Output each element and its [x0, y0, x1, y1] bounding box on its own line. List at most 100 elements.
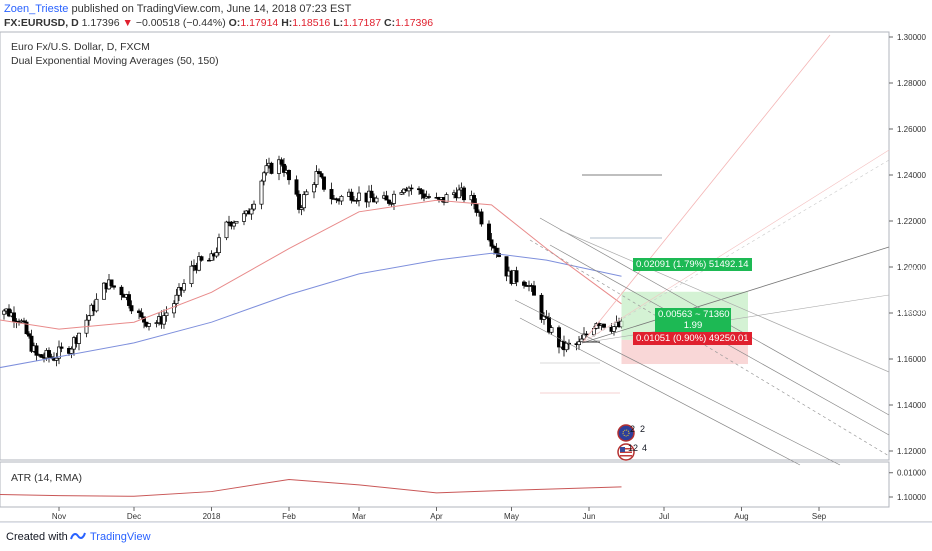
- y-tick-label: 1.26000: [897, 125, 926, 134]
- candle-body: [339, 196, 344, 202]
- y-tick-label: 1.24000: [897, 171, 926, 180]
- candle-body: [497, 253, 501, 257]
- candle-body: [369, 190, 374, 199]
- candle-body: [174, 294, 179, 304]
- candle-body: [162, 315, 166, 325]
- indicator-label[interactable]: Dual Exponential Moving Averages (50, 15…: [11, 55, 219, 67]
- x-tick-label: Apr: [430, 512, 443, 521]
- candle-body: [472, 195, 476, 205]
- published-text: published on TradingView.com, June 14, 2…: [71, 3, 352, 15]
- price-tag-stop: 1.15782: [893, 325, 926, 335]
- event-count-2: 4: [642, 443, 648, 453]
- price-tag-entry: 1.16833: [893, 306, 926, 316]
- created-with-text: Created with: [6, 531, 68, 543]
- candle-body: [504, 256, 509, 277]
- candle-body: [69, 348, 74, 354]
- candle-body: [94, 298, 99, 312]
- y-tick-label: 1.18000: [897, 309, 926, 318]
- candle-body: [139, 312, 144, 318]
- candle-body: [384, 195, 389, 201]
- candle-body: [197, 256, 201, 271]
- candle-body: [12, 312, 16, 322]
- candle-body: [164, 312, 169, 316]
- candle-body: [249, 208, 254, 215]
- open-label: O:: [228, 17, 241, 29]
- candle-body: [417, 188, 421, 191]
- candle-body: [612, 326, 616, 332]
- event-count: 2: [630, 424, 636, 434]
- header: Zoen_Trieste published on TradingView.co…: [0, 0, 932, 30]
- center-label: 0.00563 ~ 71360 1.99: [655, 308, 731, 332]
- tradingview-logo-icon[interactable]: [70, 531, 86, 541]
- open-value: 1.17914: [240, 17, 279, 29]
- candle-body: [7, 308, 11, 317]
- center-label-line1: 0.00563 ~ 71360: [658, 309, 730, 320]
- candle-body: [489, 239, 494, 247]
- chart-title: Euro Fx/U.S. Dollar, D, FXCM: [11, 41, 150, 53]
- x-tick-label: Jun: [583, 512, 596, 521]
- x-tick-label: Dec: [127, 512, 141, 521]
- candle-body: [407, 187, 411, 192]
- candle-body: [29, 335, 34, 352]
- candles-group: [2, 155, 624, 367]
- atr-label[interactable]: ATR (14, RMA): [11, 472, 82, 484]
- candle-body: [392, 193, 396, 204]
- candle-body: [317, 171, 321, 174]
- candle-body: [2, 310, 6, 315]
- candle-body: [479, 211, 484, 225]
- target-label: 0.02091 (1.79%) 51492.14: [633, 258, 752, 271]
- high-label: H:: [281, 17, 293, 29]
- candle-body: [199, 256, 204, 261]
- candle-body: [177, 287, 181, 296]
- candle-body: [87, 315, 91, 321]
- candle-body: [137, 310, 141, 314]
- candle-body: [294, 179, 299, 195]
- candle-body: [312, 184, 316, 193]
- fan-line-2: [581, 149, 890, 344]
- candle-body: [39, 354, 44, 358]
- candle-body: [299, 207, 304, 210]
- fan-line-1: [581, 34, 831, 344]
- candle-body: [129, 305, 134, 312]
- candle-body: [282, 163, 286, 173]
- candle-body: [279, 159, 284, 165]
- y-tick-label: 1.22000: [897, 217, 926, 226]
- candle-body: [277, 159, 281, 174]
- candle-body: [189, 265, 194, 285]
- candle-body: [542, 315, 546, 320]
- author-link[interactable]: Zoen_Trieste: [4, 3, 69, 15]
- candle-body: [109, 279, 114, 287]
- candle-body: [374, 197, 379, 203]
- ema150-line: [0, 252, 622, 369]
- candle-body: [147, 323, 151, 327]
- x-tick-label: Feb: [282, 512, 296, 521]
- candle-body: [232, 222, 236, 227]
- candle-body: [582, 333, 586, 340]
- candle-body: [427, 196, 431, 198]
- close-value: 1.17396: [395, 17, 434, 29]
- event-count-2: 2: [640, 424, 646, 434]
- candle-body: [522, 281, 526, 286]
- footer: Created with TradingView: [0, 522, 932, 551]
- event-us[interactable]: 12 4: [616, 443, 656, 461]
- candle-body: [297, 193, 301, 210]
- x-tick-label: Nov: [52, 512, 66, 521]
- down-arrow-icon: ▼: [122, 17, 133, 29]
- channel-line-5: [529, 239, 890, 457]
- candle-body: [119, 286, 124, 296]
- x-tick-label: 2018: [203, 512, 221, 521]
- y-tick-label: 1.16000: [897, 355, 926, 364]
- candle-body: [457, 189, 461, 199]
- candle-body: [539, 294, 544, 320]
- y-tick-label: 1.10000: [897, 493, 926, 502]
- candle-body: [24, 321, 29, 335]
- candle-body: [594, 323, 599, 329]
- symbol: FX:EURUSD, D: [4, 17, 79, 29]
- x-tick-label: Sep: [812, 512, 827, 521]
- event-eu[interactable]: 2 2: [616, 424, 656, 442]
- stop-label: 0.01051 (0.90%) 49250.01: [633, 332, 752, 345]
- candle-body: [329, 189, 334, 200]
- tradingview-link[interactable]: TradingView: [90, 531, 151, 543]
- us-flag-icon: [617, 443, 635, 461]
